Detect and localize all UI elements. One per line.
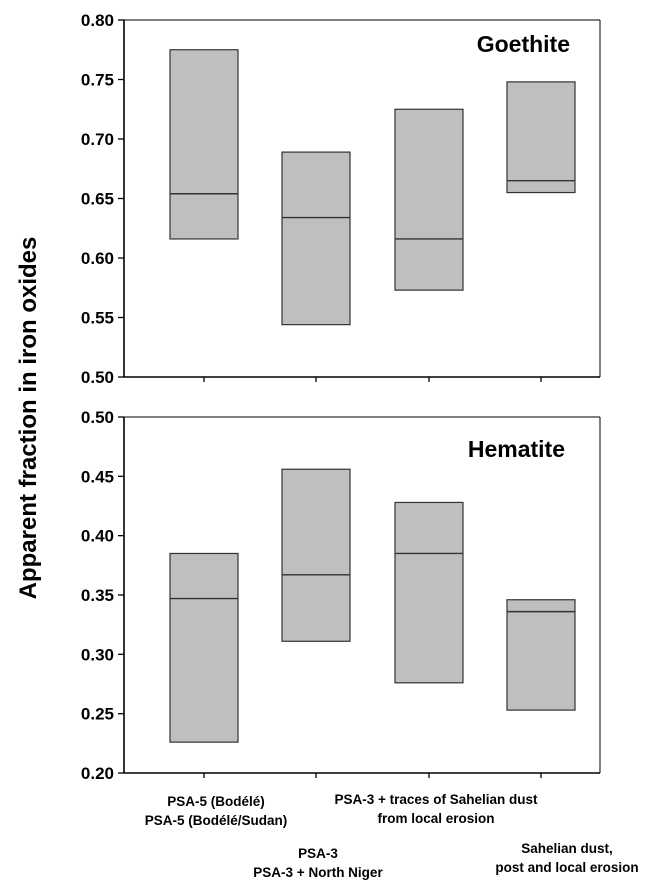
category-label: PSA-3 bbox=[298, 846, 338, 861]
box-3 bbox=[394, 501, 464, 684]
y-tick-label: 0.65 bbox=[81, 190, 114, 209]
y-tick-label: 0.20 bbox=[81, 764, 114, 783]
y-tick-label: 0.45 bbox=[81, 467, 114, 486]
category-label: PSA-3 + North Niger bbox=[253, 865, 383, 880]
y-axis-label: Apparent fraction in iron oxides bbox=[15, 237, 42, 600]
y-tick-label: 0.40 bbox=[81, 527, 114, 546]
y-tick-label: 0.35 bbox=[81, 586, 114, 605]
chart-panels: 0.50 0.55 0.60 0.65 0.70 0.75 0.80 Goethite 0.20… bbox=[81, 11, 601, 783]
panel-hematite: 0.20 0.25 0.30 0.35 0.40 0.45 0.50 Hematite bbox=[81, 408, 601, 783]
panel-title: Goethite bbox=[477, 31, 570, 57]
y-tick-label: 0.75 bbox=[81, 71, 114, 90]
category-label: from local erosion bbox=[377, 811, 494, 826]
y-tick-label: 0.50 bbox=[81, 368, 114, 387]
panel-title: Hematite bbox=[468, 436, 565, 462]
box-2 bbox=[281, 151, 351, 326]
box-3 bbox=[394, 108, 464, 291]
box-1 bbox=[169, 552, 239, 743]
category-label: PSA-5 (Bodélé/Sudan) bbox=[145, 813, 288, 828]
y-tick-label: 0.80 bbox=[81, 11, 114, 30]
y-tick-label: 0.70 bbox=[81, 130, 114, 149]
panel-goethite: 0.50 0.55 0.60 0.65 0.70 0.75 0.80 Goethite bbox=[81, 11, 601, 387]
category-label: Sahelian dust, bbox=[521, 841, 613, 856]
category-labels: PSA-5 (Bodélé) PSA-5 (Bodélé/Sudan) PSA-3 P… bbox=[145, 792, 639, 880]
box-1 bbox=[169, 49, 239, 240]
box-4 bbox=[506, 81, 576, 194]
y-tick-label: 0.30 bbox=[81, 645, 114, 664]
y-tick-label: 0.50 bbox=[81, 408, 114, 427]
y-tick-label: 0.55 bbox=[81, 309, 114, 328]
category-label: PSA-5 (Bodélé) bbox=[167, 794, 265, 809]
y-tick-label: 0.25 bbox=[81, 705, 114, 724]
box-2 bbox=[281, 468, 351, 642]
y-tick-label: 0.60 bbox=[81, 249, 114, 268]
category-label: PSA-3 + traces of Sahelian dust bbox=[335, 792, 538, 807]
category-label: post and local erosion bbox=[495, 860, 638, 875]
box-4 bbox=[506, 599, 576, 711]
